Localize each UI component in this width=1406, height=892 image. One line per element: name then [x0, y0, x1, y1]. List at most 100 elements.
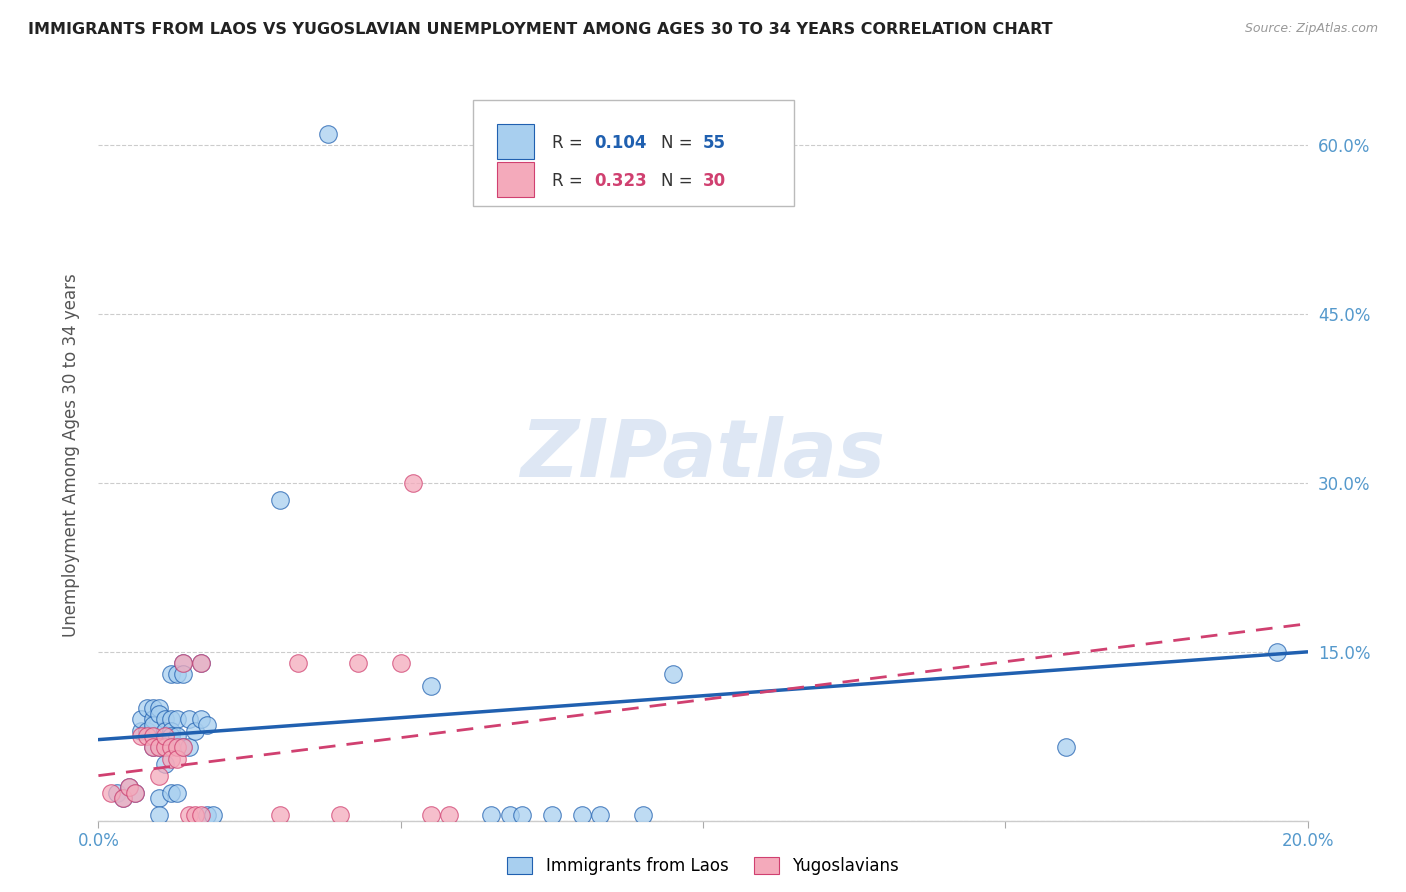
Point: [402, 476, 425, 491]
Point: [142, 701, 165, 715]
Point: [179, 740, 201, 755]
Point: [129, 729, 152, 743]
Point: [172, 667, 194, 681]
Point: [540, 808, 562, 822]
Point: [166, 667, 188, 681]
Point: [510, 808, 533, 822]
Point: [195, 808, 218, 822]
Point: [1267, 645, 1289, 659]
Point: [160, 729, 183, 743]
Point: [100, 785, 122, 799]
Point: [190, 656, 212, 670]
Point: [148, 701, 170, 715]
Point: [148, 791, 170, 805]
Point: [142, 740, 165, 755]
Point: [148, 740, 170, 755]
Point: [166, 752, 188, 766]
Point: [153, 723, 176, 738]
Text: ZIPatlas: ZIPatlas: [520, 416, 886, 494]
Point: [420, 679, 443, 693]
Text: N =: N =: [661, 135, 697, 153]
Point: [148, 735, 170, 749]
Point: [179, 808, 201, 822]
Point: [481, 808, 503, 822]
Point: [420, 808, 443, 822]
Point: [269, 808, 291, 822]
Point: [160, 785, 183, 799]
Point: [389, 656, 412, 670]
Point: [160, 712, 183, 726]
Point: [172, 656, 194, 670]
FancyBboxPatch shape: [474, 100, 793, 206]
Point: [329, 808, 352, 822]
Text: R =: R =: [553, 172, 588, 190]
Point: [190, 656, 212, 670]
Point: [129, 712, 152, 726]
Bar: [498, 124, 534, 160]
Point: [111, 791, 134, 805]
Legend: Immigrants from Laos, Yugoslavians: Immigrants from Laos, Yugoslavians: [501, 850, 905, 882]
Point: [142, 712, 165, 726]
Point: [153, 729, 176, 743]
Point: [111, 791, 134, 805]
Point: [135, 701, 157, 715]
Point: [172, 740, 194, 755]
Point: [160, 667, 183, 681]
Text: 55: 55: [703, 135, 725, 153]
Text: N =: N =: [661, 172, 697, 190]
Point: [190, 712, 212, 726]
Point: [153, 740, 176, 755]
Point: [129, 723, 152, 738]
Point: [135, 729, 157, 743]
Point: [148, 706, 170, 721]
Point: [160, 752, 183, 766]
Point: [142, 729, 165, 743]
Point: [160, 740, 183, 755]
Point: [124, 785, 146, 799]
Point: [179, 712, 201, 726]
Point: [316, 127, 339, 141]
Point: [166, 729, 188, 743]
Point: [631, 808, 654, 822]
Point: [135, 723, 157, 738]
Point: [124, 785, 146, 799]
Point: [166, 712, 188, 726]
Point: [142, 740, 165, 755]
Bar: [498, 161, 534, 197]
Text: R =: R =: [553, 135, 588, 153]
Text: 0.104: 0.104: [595, 135, 647, 153]
Point: [287, 656, 309, 670]
Point: [172, 740, 194, 755]
Point: [160, 723, 183, 738]
Point: [437, 808, 460, 822]
Point: [269, 492, 291, 507]
Text: 30: 30: [703, 172, 725, 190]
Point: [153, 757, 176, 772]
Point: [148, 740, 170, 755]
Point: [153, 712, 176, 726]
Point: [166, 740, 188, 755]
Point: [142, 718, 165, 732]
Point: [118, 780, 141, 794]
Point: [202, 808, 225, 822]
Point: [1054, 740, 1077, 755]
Point: [190, 808, 212, 822]
Point: [589, 808, 612, 822]
Point: [166, 785, 188, 799]
Point: [148, 769, 170, 783]
Point: [347, 656, 370, 670]
Point: [571, 808, 593, 822]
Point: [148, 808, 170, 822]
Point: [498, 808, 520, 822]
Point: [195, 718, 218, 732]
Text: 0.323: 0.323: [595, 172, 647, 190]
Point: [184, 808, 207, 822]
Text: Source: ZipAtlas.com: Source: ZipAtlas.com: [1244, 22, 1378, 36]
Y-axis label: Unemployment Among Ages 30 to 34 years: Unemployment Among Ages 30 to 34 years: [62, 273, 80, 637]
Point: [118, 780, 141, 794]
Point: [105, 785, 128, 799]
Point: [153, 735, 176, 749]
Point: [662, 667, 685, 681]
Point: [184, 723, 207, 738]
Text: IMMIGRANTS FROM LAOS VS YUGOSLAVIAN UNEMPLOYMENT AMONG AGES 30 TO 34 YEARS CORRE: IMMIGRANTS FROM LAOS VS YUGOSLAVIAN UNEM…: [28, 22, 1053, 37]
